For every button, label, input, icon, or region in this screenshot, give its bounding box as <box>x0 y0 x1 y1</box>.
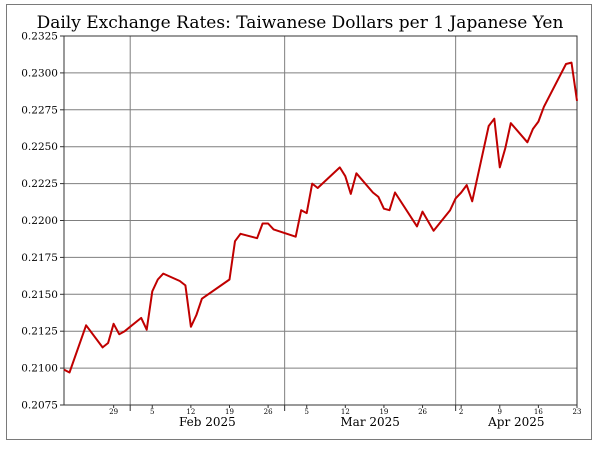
data-point <box>234 240 236 242</box>
y-tick-label: 0.2200 <box>21 215 58 227</box>
data-point <box>306 212 308 214</box>
data-point <box>488 125 490 127</box>
y-tick-label: 0.2225 <box>21 178 58 190</box>
y-tick-label: 0.2150 <box>21 289 58 301</box>
y-tick-label: 0.2075 <box>21 400 58 412</box>
data-point <box>383 207 385 209</box>
x-day-tick-label: 12 <box>341 408 350 416</box>
data-point <box>317 187 319 189</box>
data-point <box>372 191 374 193</box>
data-point <box>201 298 203 300</box>
y-tick-label: 0.2125 <box>21 326 58 338</box>
y-tick-label: 0.2325 <box>21 31 58 43</box>
y-tick-label: 0.2175 <box>21 252 58 264</box>
data-point <box>350 193 352 195</box>
data-point <box>339 166 341 168</box>
exchange-rate-line <box>63 61 578 374</box>
data-point <box>377 196 379 198</box>
data-point <box>239 233 241 235</box>
x-day-tick-label: 29 <box>109 408 118 416</box>
data-point <box>107 342 109 344</box>
x-month-label: Apr 2025 <box>487 415 544 429</box>
data-point <box>162 272 164 274</box>
data-point <box>112 323 114 325</box>
x-day-tick-label: 9 <box>498 408 502 416</box>
data-point <box>460 191 462 193</box>
data-point <box>493 117 495 119</box>
x-day-tick-label: 12 <box>186 408 195 416</box>
data-point <box>471 200 473 202</box>
data-point <box>526 141 528 143</box>
data-point <box>267 222 269 224</box>
y-tick-label: 0.2100 <box>21 363 58 375</box>
x-day-tick-label: 16 <box>534 408 543 416</box>
data-point <box>300 209 302 211</box>
data-point <box>355 172 357 174</box>
data-point <box>532 128 534 130</box>
data-point <box>85 324 87 326</box>
data-point <box>68 371 70 373</box>
data-point <box>421 210 423 212</box>
data-point <box>510 122 512 124</box>
data-point <box>543 106 545 108</box>
y-tick-label: 0.2250 <box>21 141 58 153</box>
data-point <box>190 326 192 328</box>
data-point <box>256 237 258 239</box>
x-month-label: Feb 2025 <box>179 415 236 429</box>
data-point <box>576 100 578 102</box>
data-point <box>388 209 390 211</box>
series-layer <box>63 61 578 374</box>
data-point <box>63 368 65 370</box>
x-day-tick-label: 26 <box>264 408 273 416</box>
data-point <box>261 222 263 224</box>
x-day-tick-label: 19 <box>379 408 388 416</box>
y-tick-label: 0.2275 <box>21 104 58 116</box>
data-point <box>454 197 456 199</box>
data-point <box>157 278 159 280</box>
data-point <box>101 346 103 348</box>
data-point <box>565 63 567 65</box>
data-point <box>570 61 572 63</box>
data-point <box>311 182 313 184</box>
x-day-tick-label: 19 <box>225 408 234 416</box>
chart-title: Daily Exchange Rates: Taiwanese Dollars … <box>37 13 564 33</box>
data-point <box>432 230 434 232</box>
data-point <box>416 225 418 227</box>
x-day-tick-label: 23 <box>573 408 582 416</box>
tick-layer: 0.2075 0.2100 0.2125 0.2150 0.2175 0.2200 0.22… <box>21 31 581 430</box>
data-point <box>184 284 186 286</box>
data-point <box>394 191 396 193</box>
x-day-tick-label: 2 <box>459 408 463 416</box>
data-point <box>228 278 230 280</box>
data-point <box>504 147 506 149</box>
data-point <box>537 120 539 122</box>
data-point <box>465 184 467 186</box>
data-point <box>499 166 501 168</box>
x-day-tick-label: 5 <box>150 408 154 416</box>
data-point <box>146 329 148 331</box>
x-day-tick-label: 26 <box>418 408 427 416</box>
data-point <box>449 209 451 211</box>
y-tick-label: 0.2300 <box>21 67 58 79</box>
data-point <box>195 314 197 316</box>
data-point <box>151 290 153 292</box>
data-point <box>272 228 274 230</box>
grid-layer <box>64 35 577 406</box>
data-point <box>140 317 142 319</box>
data-point <box>344 175 346 177</box>
data-point <box>179 280 181 282</box>
data-point <box>294 236 296 238</box>
data-point <box>118 333 120 335</box>
x-day-tick-label: 5 <box>304 408 308 416</box>
x-month-label: Mar 2025 <box>340 415 400 429</box>
data-point <box>123 330 125 332</box>
